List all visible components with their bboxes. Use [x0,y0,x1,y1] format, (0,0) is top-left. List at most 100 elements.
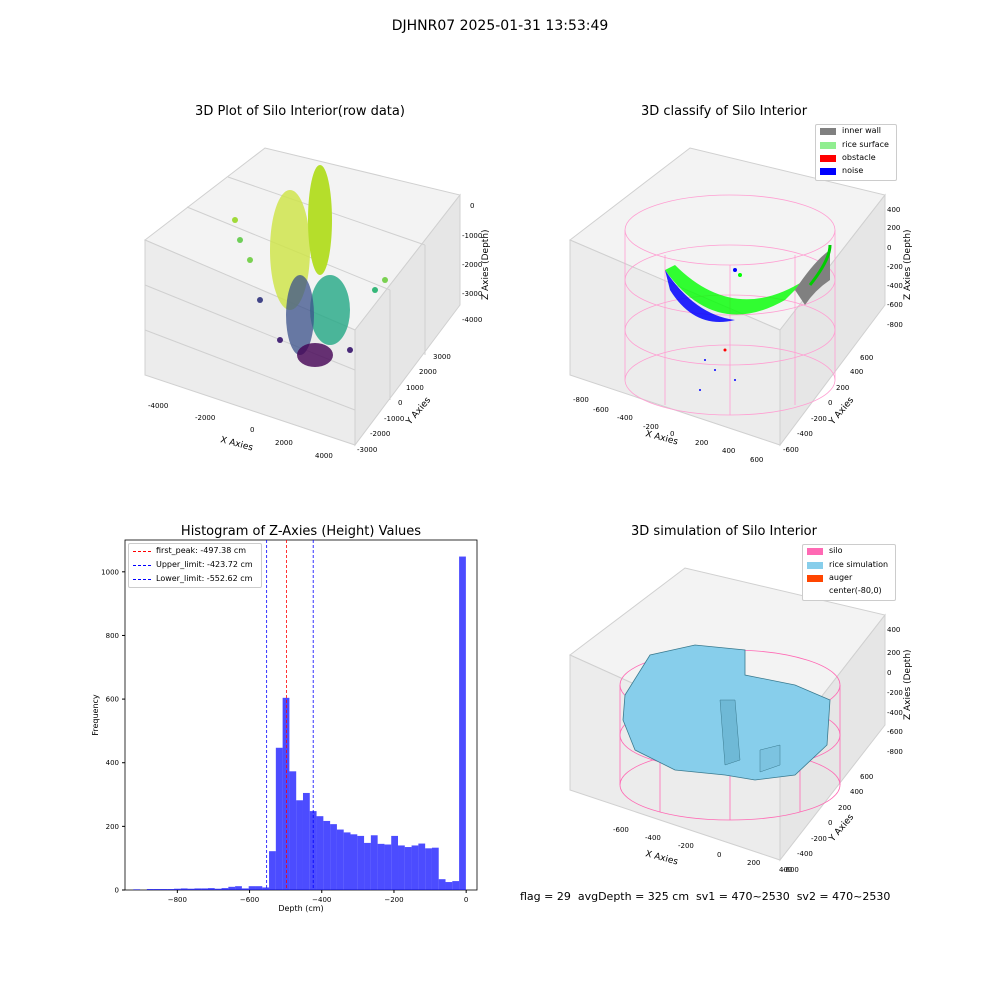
histogram-bar [330,824,337,890]
raw-ylabel: Y Axies [404,395,433,427]
legend-swatch-silo [807,548,823,555]
rice-simulation-surface [622,644,831,781]
classify-zlabel: Z Axies (Depth) [903,229,913,300]
classify-xtick: -600 [593,406,609,414]
classify-xtick: -400 [617,414,633,422]
sim-xtick: 0 [717,851,721,859]
legend-swatch-auger [807,575,823,582]
histogram-bar [336,829,344,890]
legend-label-noise: noise [842,166,864,175]
histogram-legend: first_peak: -497.38 cm Upper_limit: -423… [128,543,262,588]
histogram-bar [316,816,324,890]
classify-ytick: -400 [797,430,813,438]
x-tick-label: −400 [312,896,331,904]
histogram-bar [302,792,310,890]
classify-ytick: 600 [860,354,873,362]
classify-ytick: -200 [811,415,827,423]
classify-ytick: 200 [836,384,849,392]
legend-swatch-obstacle [820,155,836,162]
histogram-bar [248,886,256,890]
histogram-bar [241,888,249,890]
sim-xlabel: X Axies [644,849,679,867]
simulation-3d-plot: -600 -400 -200 0 200 400 -600 -400 -200 … [569,567,913,874]
raw-ztick: -3000 [462,290,482,298]
histogram-reference-lines [266,540,314,890]
histogram-x-ticks: −800 −600 −400 −200 0 [168,890,468,904]
sim-ztick: 400 [887,626,900,634]
histogram-bars [133,556,466,890]
histogram-bar [282,697,290,890]
raw-ztick: -1000 [462,232,482,240]
raw-xtick: 0 [250,426,254,434]
legend-label-inner-wall: inner wall [842,126,882,135]
sim-ztick: -200 [887,689,903,697]
histogram-bar [275,747,283,890]
legend-line-lower-limit [133,579,151,580]
raw-3d-plot: -4000 -2000 0 2000 4000 -3000 -2000 -100… [144,147,491,460]
sim-ytick: -600 [783,866,799,874]
x-tick-label: −200 [384,896,403,904]
classify-xtick: -800 [573,396,589,404]
histogram-bar [350,834,358,890]
histogram-bar [459,556,466,890]
y-tick-label: 600 [106,696,119,704]
histogram-bar [269,851,276,890]
histogram-bar [384,844,392,890]
histogram-bar [296,800,303,890]
histogram-bar [438,879,446,890]
histogram-bar [235,886,242,890]
status-footer: flag = 29 avgDepth = 325 cm sv1 = 470~25… [520,890,891,903]
legend-swatch-rice-simulation [807,562,823,569]
sim-ztick: 0 [887,669,891,677]
histogram-bar [207,888,215,890]
histogram-bar [323,820,331,890]
legend-swatch-noise [820,168,836,175]
histogram-bar [194,888,202,890]
histogram-chart: −800 −600 −400 −200 0 0 200 400 600 800 1000 Dept… [91,539,478,913]
classify-ztick: 0 [887,244,891,252]
sim-ztick: -800 [887,748,903,756]
legend-label-center: center(-80,0) [829,586,882,595]
raw-point-cloud [232,165,388,367]
histogram-bar [452,881,460,890]
y-tick-label: 400 [106,759,119,767]
histogram-bar [404,847,412,890]
simulation-plot-title: 3D simulation of Silo Interior [631,524,817,539]
classify-legend: inner wall rice surface obstacle noise [815,124,897,181]
histogram-y-ticks: 0 200 400 600 800 1000 [101,568,125,895]
histogram-bar [133,889,141,890]
legend-line-upper-limit [133,565,151,566]
histogram-bar [221,888,229,890]
raw-ytick: -1000 [384,415,404,423]
histogram-ylabel: Frequency [91,694,100,736]
histogram-bar [425,848,432,890]
y-tick-label: 1000 [101,568,119,576]
raw-xtick: -4000 [148,402,168,410]
histogram-bar [255,886,263,890]
sim-ytick: 200 [838,804,851,812]
sim-xtick: -600 [613,826,629,834]
legend-swatch-inner-wall [820,128,836,135]
y-tick-label: 200 [106,823,119,831]
simulation-legend: silo rice simulation auger center(-80,0) [802,544,896,601]
classify-xtick: 0 [670,430,674,438]
histogram-bar [262,887,270,890]
classify-xtick: 400 [722,447,735,455]
classify-xtick: -200 [643,423,659,431]
sim-ytick: -200 [811,835,827,843]
legend-label-rice-simulation: rice simulation [829,560,889,569]
classify-plot-title: 3D classify of Silo Interior [640,104,808,119]
histogram-bar [167,889,175,890]
histogram-title: Histogram of Z-Axies (Height) Values [180,524,422,539]
classify-ztick: -400 [887,282,903,290]
histogram-bar [357,835,365,890]
y-tick-label: 800 [106,632,119,640]
x-tick-label: −800 [168,896,187,904]
histogram-bar [160,889,168,890]
classify-ztick: -200 [887,263,903,271]
classify-ztick: 400 [887,206,900,214]
legend-line-first-peak [133,551,151,552]
raw-ytick: -2000 [370,430,390,438]
classify-3d-plot: -800 -600 -400 -200 0 200 400 600 -600 -… [569,147,913,464]
sim-xtick: 200 [747,859,760,867]
